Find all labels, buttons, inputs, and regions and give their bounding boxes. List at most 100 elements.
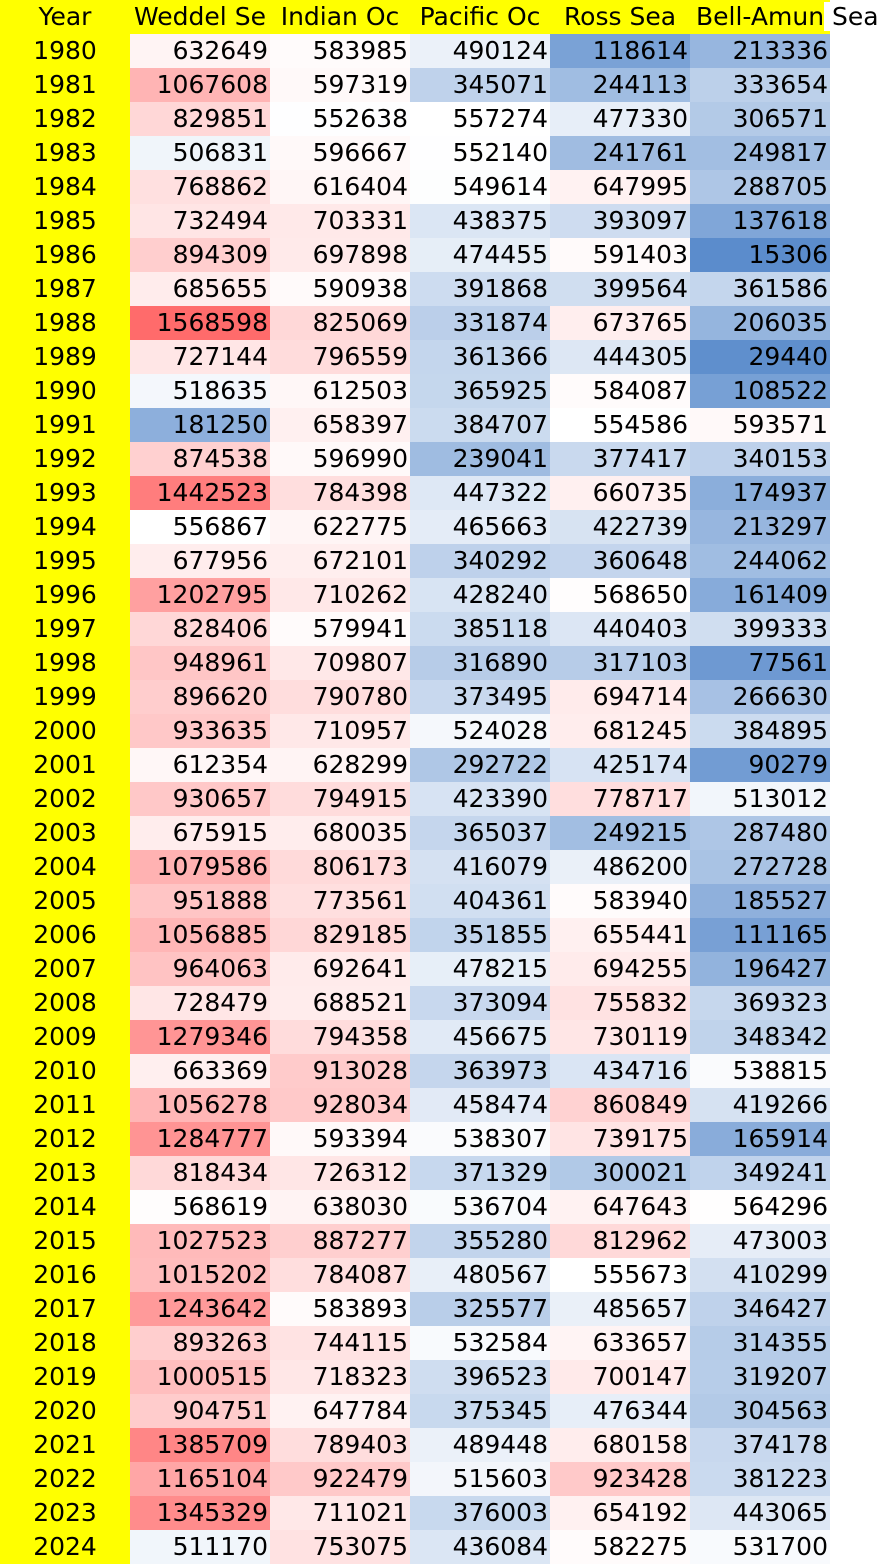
table-row: 1994 556867 622775 465663 422739 213297 (0, 510, 830, 544)
cell-pacific-ocean: 536704 (410, 1190, 550, 1224)
year-cell: 1996 (0, 578, 130, 612)
cell-ross-sea: 755832 (550, 986, 690, 1020)
cell-weddel-sea: 1000515 (130, 1360, 270, 1394)
table-row: 1998 948961 709807 316890 317103 77561 (0, 646, 830, 680)
cell-pacific-ocean: 416079 (410, 850, 550, 884)
cell-ross-sea: 118614 (550, 34, 690, 68)
cell-bell-amundsen-sea: 90279 (690, 748, 830, 782)
cell-weddel-sea: 632649 (130, 34, 270, 68)
table-row: 2017 1243642 583893 325577 485657 346427 (0, 1292, 830, 1326)
year-cell: 1999 (0, 680, 130, 714)
cell-bell-amundsen-sea: 473003 (690, 1224, 830, 1258)
table-row: 2011 1056278 928034 458474 860849 419266 (0, 1088, 830, 1122)
cell-weddel-sea: 675915 (130, 816, 270, 850)
cell-indian-ocean: 628299 (270, 748, 410, 782)
cell-pacific-ocean: 549614 (410, 170, 550, 204)
table-row: 2008 728479 688521 373094 755832 369323 (0, 986, 830, 1020)
cell-ross-sea: 680158 (550, 1428, 690, 1462)
cell-weddel-sea: 677956 (130, 544, 270, 578)
cell-weddel-sea: 1243642 (130, 1292, 270, 1326)
cell-indian-ocean: 773561 (270, 884, 410, 918)
cell-weddel-sea: 728479 (130, 986, 270, 1020)
table-row: 2013 818434 726312 371329 300021 349241 (0, 1156, 830, 1190)
cell-weddel-sea: 894309 (130, 238, 270, 272)
cell-ross-sea: 422739 (550, 510, 690, 544)
cell-pacific-ocean: 376003 (410, 1496, 550, 1530)
year-cell: 2003 (0, 816, 130, 850)
year-cell: 2020 (0, 1394, 130, 1428)
year-cell: 2023 (0, 1496, 130, 1530)
cell-bell-amundsen-sea: 165914 (690, 1122, 830, 1156)
year-cell: 1995 (0, 544, 130, 578)
cell-indian-ocean: 590938 (270, 272, 410, 306)
cell-indian-ocean: 794358 (270, 1020, 410, 1054)
table-row: 1987 685655 590938 391868 399564 361586 (0, 272, 830, 306)
cell-bell-amundsen-sea: 340153 (690, 442, 830, 476)
cell-weddel-sea: 829851 (130, 102, 270, 136)
table-row: 2021 1385709 789403 489448 680158 374178 (0, 1428, 830, 1462)
header-overflow-text: Sea (824, 2, 879, 31)
year-cell: 1983 (0, 136, 130, 170)
cell-weddel-sea: 1442523 (130, 476, 270, 510)
cell-pacific-ocean: 490124 (410, 34, 550, 68)
cell-ross-sea: 300021 (550, 1156, 690, 1190)
cell-pacific-ocean: 239041 (410, 442, 550, 476)
table-row: 1988 1568598 825069 331874 673765 206035 (0, 306, 830, 340)
header-pacific-ocean: Pacific Oc (410, 0, 550, 34)
cell-ross-sea: 425174 (550, 748, 690, 782)
cell-pacific-ocean: 373495 (410, 680, 550, 714)
cell-ross-sea: 477330 (550, 102, 690, 136)
cell-pacific-ocean: 428240 (410, 578, 550, 612)
cell-bell-amundsen-sea: 137618 (690, 204, 830, 238)
cell-ross-sea: 812962 (550, 1224, 690, 1258)
cell-pacific-ocean: 458474 (410, 1088, 550, 1122)
table-row: 1992 874538 596990 239041 377417 340153 (0, 442, 830, 476)
cell-ross-sea: 860849 (550, 1088, 690, 1122)
cell-bell-amundsen-sea: 513012 (690, 782, 830, 816)
year-cell: 2007 (0, 952, 130, 986)
cell-ross-sea: 591403 (550, 238, 690, 272)
cell-pacific-ocean: 532584 (410, 1326, 550, 1360)
cell-pacific-ocean: 292722 (410, 748, 550, 782)
header-indian-ocean: Indian Oc (270, 0, 410, 34)
year-cell: 1980 (0, 34, 130, 68)
cell-pacific-ocean: 363973 (410, 1054, 550, 1088)
cell-bell-amundsen-sea: 108522 (690, 374, 830, 408)
cell-weddel-sea: 1165104 (130, 1462, 270, 1496)
cell-indian-ocean: 794915 (270, 782, 410, 816)
year-cell: 2014 (0, 1190, 130, 1224)
cell-bell-amundsen-sea: 410299 (690, 1258, 830, 1292)
year-cell: 2019 (0, 1360, 130, 1394)
cell-pacific-ocean: 465663 (410, 510, 550, 544)
table-row: 2010 663369 913028 363973 434716 538815 (0, 1054, 830, 1088)
year-cell: 2000 (0, 714, 130, 748)
cell-bell-amundsen-sea: 213297 (690, 510, 830, 544)
cell-ross-sea: 555673 (550, 1258, 690, 1292)
cell-ross-sea: 476344 (550, 1394, 690, 1428)
year-cell: 2021 (0, 1428, 130, 1462)
year-cell: 1994 (0, 510, 130, 544)
year-cell: 1987 (0, 272, 130, 306)
cell-indian-ocean: 638030 (270, 1190, 410, 1224)
cell-pacific-ocean: 365925 (410, 374, 550, 408)
cell-ross-sea: 694714 (550, 680, 690, 714)
cell-pacific-ocean: 316890 (410, 646, 550, 680)
header-row: Year Weddel Se Indian Oc Pacific Oc Ross… (0, 0, 879, 34)
cell-indian-ocean: 688521 (270, 986, 410, 1020)
cell-ross-sea: 582275 (550, 1530, 690, 1564)
year-cell: 2013 (0, 1156, 130, 1190)
cell-bell-amundsen-sea: 399333 (690, 612, 830, 646)
cell-indian-ocean: 552638 (270, 102, 410, 136)
cell-pacific-ocean: 375345 (410, 1394, 550, 1428)
table-row: 1999 896620 790780 373495 694714 266630 (0, 680, 830, 714)
cell-weddel-sea: 663369 (130, 1054, 270, 1088)
cell-bell-amundsen-sea: 531700 (690, 1530, 830, 1564)
cell-weddel-sea: 1568598 (130, 306, 270, 340)
cell-weddel-sea: 1056885 (130, 918, 270, 952)
cell-indian-ocean: 710957 (270, 714, 410, 748)
cell-pacific-ocean: 480567 (410, 1258, 550, 1292)
cell-bell-amundsen-sea: 361586 (690, 272, 830, 306)
cell-ross-sea: 681245 (550, 714, 690, 748)
cell-indian-ocean: 913028 (270, 1054, 410, 1088)
